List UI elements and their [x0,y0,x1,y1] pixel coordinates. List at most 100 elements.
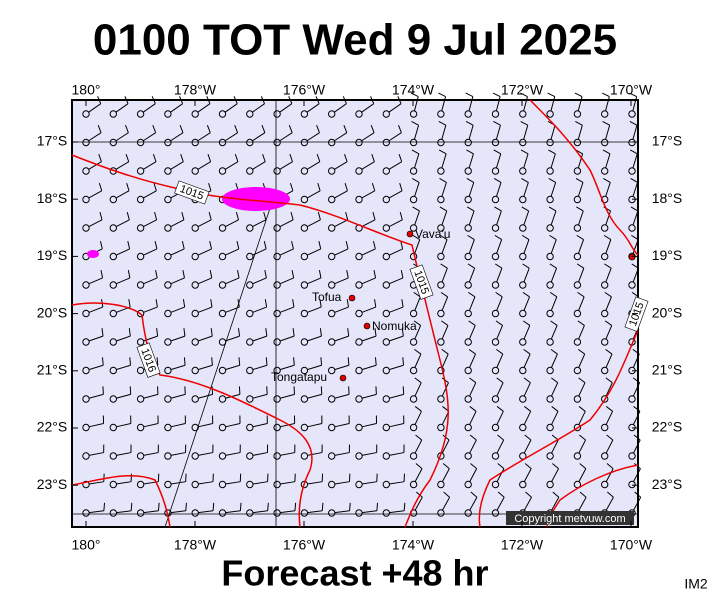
barb-feather [126,211,130,220]
station [109,480,118,489]
barb-staff [334,277,349,285]
station [382,395,390,403]
barb-feather [524,463,532,469]
barb-feather [130,502,133,511]
barb-feather [376,502,379,511]
barb-feather [630,177,638,183]
barb-feather [233,96,238,104]
barb-staff [413,153,420,169]
barb-staff [468,153,474,169]
barb-staff [170,248,185,256]
station [519,110,527,118]
barb-feather [606,463,614,469]
station [573,281,582,289]
barb-staff [224,103,238,113]
station [382,423,390,432]
station [491,252,500,261]
station [546,110,554,118]
barb-staff [252,132,266,142]
barb-feather [152,154,157,162]
barb-feather [97,96,102,104]
barb-feather [264,299,268,308]
barb-staff [115,103,129,113]
station [109,195,118,204]
title: 0100 TOT Wed 9 Jul 2025 [93,16,617,65]
barb-staff [252,306,267,313]
barb-staff [523,182,529,197]
station [246,252,254,261]
barb-staff [361,422,377,428]
barb-staff [307,306,322,313]
barb-feather [606,434,614,441]
station [628,110,636,118]
station [546,338,554,346]
copyright-box [506,511,634,525]
barb-staff [578,468,587,483]
barb-staff [523,296,531,311]
barb-staff [550,125,556,140]
station [546,423,554,432]
station [601,167,609,175]
station [136,110,145,118]
station [218,281,227,289]
lat-label: 19°S [37,247,68,263]
barb-feather [403,502,406,511]
station [546,195,554,204]
station [164,395,172,403]
barb-staff [468,182,475,197]
barb-feather [549,291,558,298]
lat-label: 18°S [652,190,683,206]
barb-staff [116,510,132,514]
barb-staff [441,125,447,140]
barb-feather [629,92,637,98]
station [82,167,90,175]
barb-staff [413,125,420,140]
station [109,423,118,432]
barb-staff [279,132,293,142]
lat-label: 23°S [37,476,68,492]
station [546,138,554,147]
barb-feather [575,121,583,126]
station [628,281,636,289]
barb-feather [125,154,130,162]
place-label: Tongatapu [271,370,327,384]
barb-feather [550,320,558,326]
barb-staff [577,153,584,169]
barb-feather [579,491,587,498]
barb-staff [523,497,532,511]
barb-feather [525,491,532,498]
lon-label: 172°W [501,537,544,553]
barb-staff [495,153,502,169]
barb-staff [523,153,529,169]
station [464,281,472,289]
barb-staff [577,182,584,197]
barb-feather [374,357,377,366]
barb-staff [170,452,186,456]
station [82,309,90,318]
station [273,252,281,261]
station [82,452,90,460]
station [246,366,254,375]
station [136,252,145,261]
barb-feather [128,328,131,337]
lat-label: 20°S [37,304,68,320]
barb-staff [251,103,265,113]
station [519,338,527,346]
barb-staff [307,335,322,342]
barb-staff [441,268,448,283]
barb-staff [252,422,268,428]
barb-staff [388,248,403,256]
station [300,110,309,118]
station [628,452,636,460]
barb-feather [293,357,295,366]
barb-staff [605,497,614,511]
station [136,480,145,489]
lon-label: 178°W [174,537,217,553]
barb-staff [389,422,404,428]
barb-feather [237,270,240,279]
barb-staff [605,125,611,140]
barb-staff [143,452,159,456]
station [573,423,582,432]
station [82,480,90,489]
barb-staff [143,248,158,256]
